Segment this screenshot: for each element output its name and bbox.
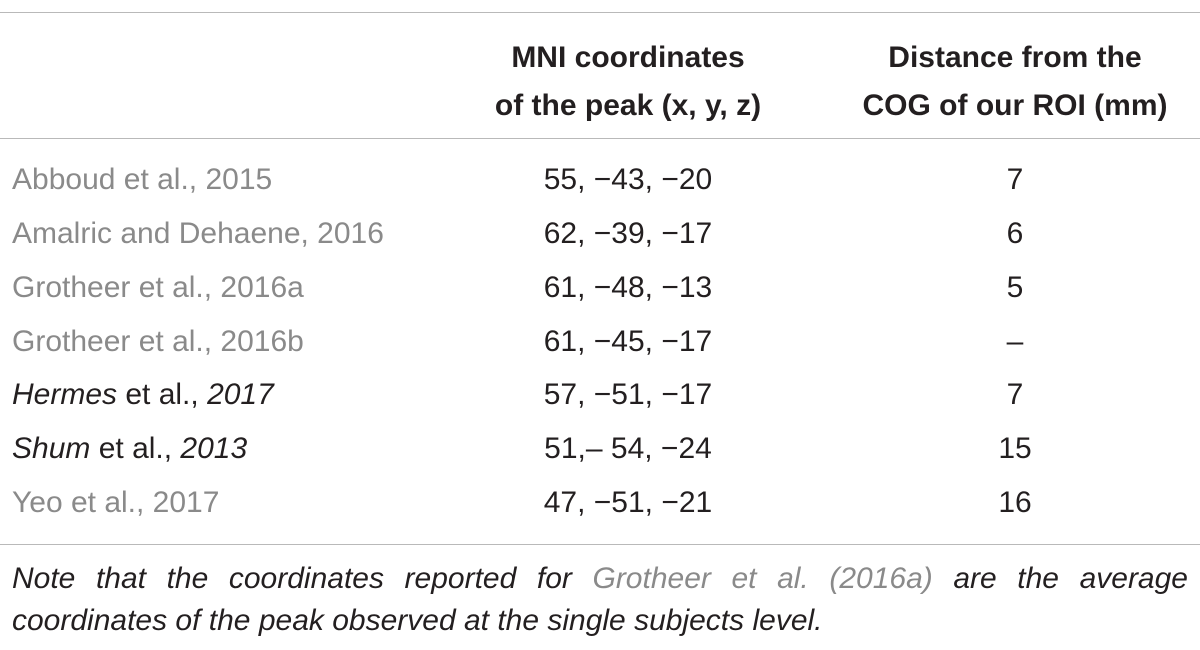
header-rule: [0, 138, 1200, 139]
table-row: Grotheer et al., 2016a 61, −48, −13 5: [0, 268, 1200, 308]
coordinates: 47, −51, −21: [543, 486, 713, 519]
study-part: 2013: [180, 432, 248, 465]
table-row: Hermes et al., 2017 57, −51, −17 7: [0, 375, 1200, 415]
column-header: Distance from the COG of our ROI (mm): [815, 34, 1200, 130]
bottom-rule: [0, 544, 1200, 545]
header-line: COG of our ROI (mm): [862, 89, 1168, 122]
note-link[interactable]: Grotheer et al. (2016a): [592, 562, 933, 595]
header-line: Distance from the: [888, 41, 1142, 74]
column-header: MNI coordinates of the peak (x, y, z): [428, 34, 828, 130]
coordinates: 51,– 54, −24: [544, 432, 712, 465]
coordinates: 61, −45, −17: [543, 325, 713, 358]
study[interactable]: Grotheer et al., 2016b: [12, 325, 304, 358]
study[interactable]: Grotheer et al., 2016a: [12, 271, 304, 304]
distance: 7: [1006, 163, 1024, 196]
table-row: Abboud et al., 2015 55, −43, −20 7: [0, 160, 1200, 200]
study[interactable]: Yeo et al., 2017: [12, 486, 220, 519]
study-part: et al.,: [117, 378, 208, 411]
coordinates: 57, −51, −17: [543, 378, 713, 411]
table-row: Yeo et al., 2017 47, −51, −21 16: [0, 483, 1200, 523]
header-line: MNI coordinates: [511, 41, 745, 74]
distance: 6: [1006, 217, 1024, 250]
distance: 15: [998, 432, 1032, 465]
study[interactable]: Abboud et al., 2015: [12, 163, 273, 196]
coordinates: 55, −43, −20: [543, 163, 713, 196]
table-note: Note that the coordinates reported for G…: [12, 558, 1188, 642]
distance: –: [1006, 325, 1024, 358]
distance: 16: [998, 486, 1032, 519]
study: Shum et al., 2013: [12, 429, 247, 469]
study: Hermes et al., 2017: [12, 375, 274, 415]
note-text: Note that the coordinates reported for: [12, 562, 593, 595]
top-rule: [0, 12, 1200, 13]
study-part: 2017: [207, 378, 274, 411]
study-part: Hermes: [12, 378, 118, 411]
note-text: are the average coordinates of the peak …: [12, 562, 1197, 637]
study-part: Shum: [12, 432, 91, 465]
table-row: Grotheer et al., 2016b 61, −45, −17 –: [0, 322, 1200, 362]
distance: 5: [1006, 271, 1024, 304]
table-row: Amalric and Dehaene, 2016 62, −39, −17 6: [0, 214, 1200, 254]
study[interactable]: Amalric and Dehaene, 2016: [12, 217, 384, 250]
distance: 7: [1006, 378, 1024, 411]
table-row: Shum et al., 2013 51,– 54, −24 15: [0, 429, 1200, 469]
coordinates: 61, −48, −13: [543, 271, 713, 304]
coordinates: 62, −39, −17: [543, 217, 713, 250]
header-line: of the peak (x, y, z): [494, 89, 762, 122]
study-part: et al.,: [90, 432, 181, 465]
